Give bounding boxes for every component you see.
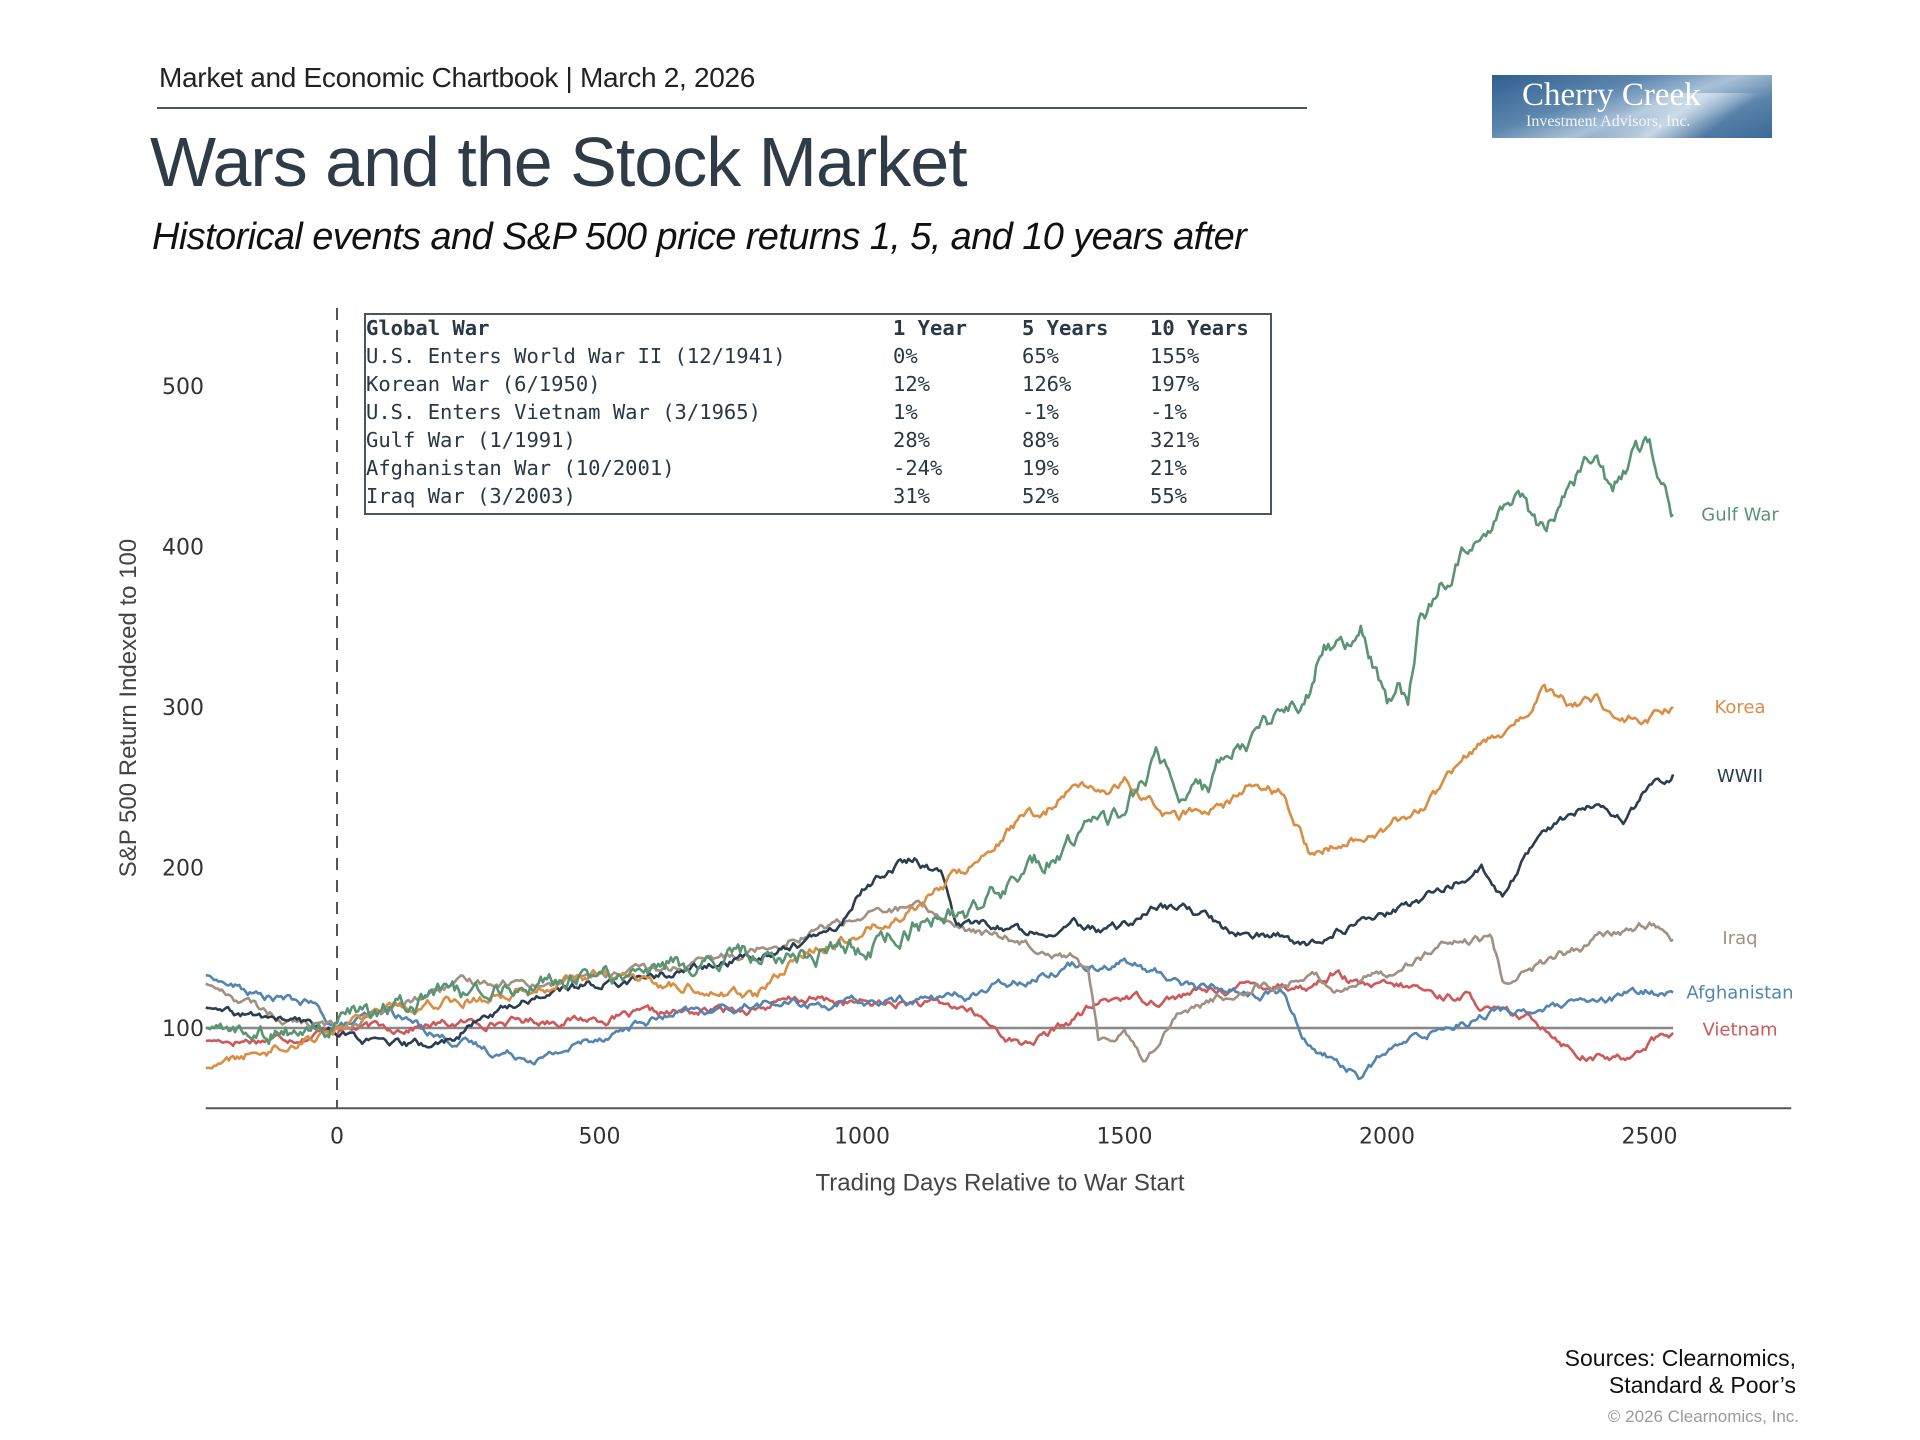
sources-line-1: Sources: Clearnomics,: [1564, 1345, 1796, 1371]
series-line-korea: [205, 683, 1674, 1070]
table-header-10y: 10 Years: [1150, 316, 1249, 340]
series-line-afghanistan: [205, 957, 1674, 1081]
table-cell-1y: 28%: [893, 428, 931, 452]
x-axis-ticks: 0 500 1000 1500 2000 2500: [330, 1124, 1678, 1149]
table-cell-1y: 31%: [893, 484, 931, 508]
x-tick-label: 2500: [1622, 1124, 1678, 1149]
series-labels: Vietnam Afghanistan Iraq WWII Korea Gulf War: [1686, 504, 1793, 1040]
table-cell-10y: 155%: [1150, 344, 1200, 368]
y-axis-ticks: 100 200 300 400 500: [162, 375, 204, 1042]
logo-subtitle: Investment Advisors, Inc.: [1526, 113, 1691, 130]
series-label-afghanistan: Afghanistan: [1686, 983, 1793, 1004]
series-label-korea: Korea: [1714, 697, 1765, 718]
copyright-notice: © 2026 Clearnomics, Inc.: [1607, 1407, 1799, 1426]
series-line-wwii: [205, 773, 1675, 1049]
logo-name: Cherry Creek: [1522, 77, 1701, 113]
table-cell-10y: -1%: [1150, 400, 1188, 424]
header-divider: [157, 107, 1307, 109]
series-label-vietnam: Vietnam: [1702, 1020, 1777, 1041]
y-tick-label: 500: [162, 375, 204, 400]
table-cell-war: Iraq War (3/2003): [366, 484, 576, 508]
table-header-1y: 1 Year: [893, 316, 968, 340]
x-tick-label: 2000: [1359, 1124, 1415, 1149]
page-subtitle: Historical events and S&P 500 price retu…: [152, 216, 1247, 258]
table-cell-1y: 12%: [893, 372, 931, 396]
table-cell-10y: 21%: [1150, 456, 1188, 480]
table-cell-1y: 0%: [893, 344, 918, 368]
series-label-wwii: WWII: [1717, 766, 1763, 787]
x-tick-label: 1000: [834, 1124, 890, 1149]
table-cell-10y: 55%: [1150, 484, 1188, 508]
cherry-creek-logo: Cherry Creek Investment Advisors, Inc.: [1492, 75, 1772, 138]
x-tick-label: 500: [579, 1124, 621, 1149]
table-header-5y: 5 Years: [1022, 316, 1109, 340]
y-tick-label: 400: [162, 536, 204, 561]
series-line-vietnam: [205, 969, 1675, 1063]
x-tick-label: 0: [330, 1124, 344, 1149]
y-tick-label: 100: [162, 1017, 204, 1042]
table-cell-5y: 19%: [1022, 456, 1060, 480]
table-cell-10y: 321%: [1150, 428, 1200, 452]
table-cell-5y: 52%: [1022, 484, 1060, 508]
table-cell-war: U.S. Enters Vietnam War (3/1965): [366, 400, 761, 424]
table-header-war: Global War: [366, 316, 490, 340]
table-cell-5y: 65%: [1022, 344, 1060, 368]
x-axis-title: Trading Days Relative to War Start: [815, 1169, 1184, 1196]
series-lines: [205, 435, 1675, 1081]
y-tick-label: 200: [162, 857, 204, 882]
x-tick-label: 1500: [1097, 1124, 1153, 1149]
table-cell-10y: 197%: [1150, 372, 1200, 396]
war-returns-table-frame: [364, 313, 1272, 515]
table-cell-1y: -24%: [893, 456, 943, 480]
sources-line-2: Standard & Poor’s: [1608, 1372, 1796, 1398]
chartbook-kicker: Market and Economic Chartbook | March 2,…: [159, 62, 756, 93]
series-label-iraq: Iraq: [1722, 928, 1757, 949]
y-tick-label: 300: [162, 696, 204, 721]
table-cell-5y: -1%: [1022, 400, 1060, 424]
page-title: Wars and the Stock Market: [150, 123, 968, 201]
series-line-gulf-war: [205, 435, 1674, 1046]
table-cell-war: Gulf War (1/1991): [366, 428, 576, 452]
table-cell-5y: 88%: [1022, 428, 1060, 452]
series-line-iraq: [205, 899, 1674, 1063]
sources-note: Sources: Clearnomics, Standard & Poor’s: [1565, 1345, 1796, 1399]
table-cell-war: Korean War (6/1950): [366, 372, 601, 396]
y-axis-title: S&P 500 Return Indexed to 100: [115, 539, 142, 877]
series-label-gulf-war: Gulf War: [1701, 504, 1779, 525]
table-cell-1y: 1%: [893, 400, 918, 424]
table-cell-war: Afghanistan War (10/2001): [366, 456, 675, 480]
table-cell-war: U.S. Enters World War II (12/1941): [366, 344, 786, 368]
table-cell-5y: 126%: [1022, 372, 1072, 396]
